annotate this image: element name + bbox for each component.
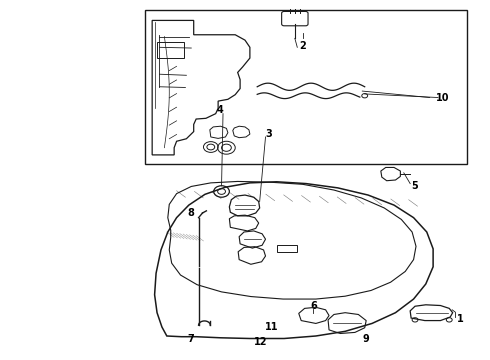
Text: 3: 3	[265, 129, 272, 139]
Text: 1: 1	[457, 314, 464, 324]
Text: 5: 5	[412, 181, 418, 192]
Bar	[145, 10, 467, 164]
Text: 4: 4	[216, 105, 223, 116]
Text: 10: 10	[436, 93, 450, 103]
Text: 2: 2	[299, 41, 306, 50]
Text: 12: 12	[254, 337, 268, 347]
Polygon shape	[155, 182, 433, 338]
Bar	[277, 244, 297, 252]
Text: 9: 9	[363, 333, 369, 343]
Text: 8: 8	[188, 208, 195, 218]
Text: 11: 11	[265, 322, 279, 332]
Bar	[157, 42, 184, 58]
Text: 6: 6	[310, 301, 317, 311]
Text: 7: 7	[187, 333, 194, 343]
